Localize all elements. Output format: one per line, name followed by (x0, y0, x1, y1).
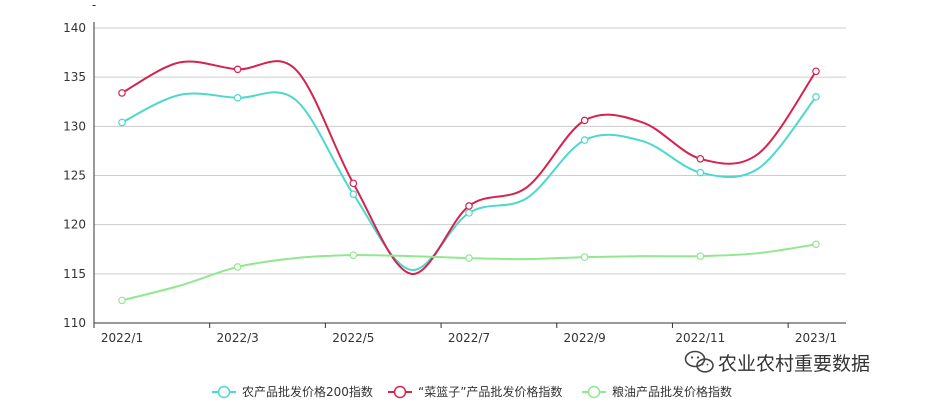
y-axis-label: - (92, 0, 96, 12)
data-point[interactable] (812, 240, 820, 249)
series-line (121, 60, 817, 275)
wechat-icon (684, 350, 714, 373)
watermark: 农业农村重要数据 (684, 350, 870, 375)
data-point[interactable] (233, 94, 242, 102)
series-0 (118, 91, 820, 271)
legend-item-2[interactable]: 粮油产品批发价格指数 (582, 384, 732, 399)
x-tick-label: 2022/5 (332, 331, 374, 345)
y-tick-label: 125 (63, 169, 86, 183)
series-2 (118, 240, 820, 305)
data-point[interactable] (580, 116, 589, 125)
data-point[interactable] (465, 202, 473, 210)
data-point[interactable] (696, 252, 705, 260)
series-1 (118, 60, 820, 275)
y-tick-label: 130 (63, 119, 86, 133)
data-point[interactable] (233, 65, 242, 74)
legend-label: 粮油产品批发价格指数 (612, 384, 732, 399)
legend-swatch-marker (217, 385, 231, 399)
data-point[interactable] (118, 89, 126, 97)
data-point[interactable] (812, 93, 820, 101)
data-point[interactable] (349, 251, 358, 259)
series-line (121, 243, 817, 302)
y-tick-label: 115 (63, 267, 86, 281)
data-point[interactable] (233, 263, 242, 271)
data-point[interactable] (696, 168, 705, 177)
y-tick-label: 110 (63, 316, 86, 330)
data-point[interactable] (118, 118, 126, 127)
x-tick-label: 2022/9 (564, 331, 606, 345)
watermark-text: 农业农村重要数据 (718, 353, 870, 375)
legend-item-1[interactable]: “菜篮子”产品批发价格指数 (388, 384, 562, 399)
legend-item-0[interactable]: 农产品批发价格200指数 (212, 384, 373, 399)
y-tick-label: 120 (63, 218, 86, 232)
data-point[interactable] (580, 136, 589, 144)
y-tick-label: 135 (63, 70, 86, 84)
legend-label: 农产品批发价格200指数 (242, 384, 373, 399)
grid-lines (94, 27, 846, 275)
data-point[interactable] (812, 67, 820, 76)
x-tick-label: 2022/7 (448, 331, 490, 345)
legend-label: “菜篮子”产品批发价格指数 (418, 384, 562, 399)
data-point[interactable] (580, 253, 589, 261)
x-tick-label: 2023/1 (795, 331, 837, 345)
legend-swatch-marker (393, 385, 407, 399)
y-tick-label: 140 (63, 21, 86, 35)
x-tick-label: 2022/11 (675, 331, 725, 345)
x-tick-label: 2022/3 (217, 331, 259, 345)
data-point[interactable] (349, 179, 358, 188)
series-line (121, 91, 817, 271)
data-point[interactable] (465, 254, 473, 262)
data-point[interactable] (349, 190, 358, 198)
legend-swatch-marker (587, 385, 601, 399)
legend[interactable]: 农产品批发价格200指数 “菜篮子”产品批发价格指数 粮油产品批发价格指数 (212, 384, 732, 399)
data-point[interactable] (465, 209, 473, 217)
axes: - 110 115 120 125 130 135 140 2022/1 2022/3 2022/… (63, 0, 846, 345)
series-layer (118, 60, 820, 305)
x-tick-label: 2022/1 (101, 331, 143, 345)
data-point[interactable] (696, 154, 705, 163)
data-point[interactable] (118, 296, 126, 305)
